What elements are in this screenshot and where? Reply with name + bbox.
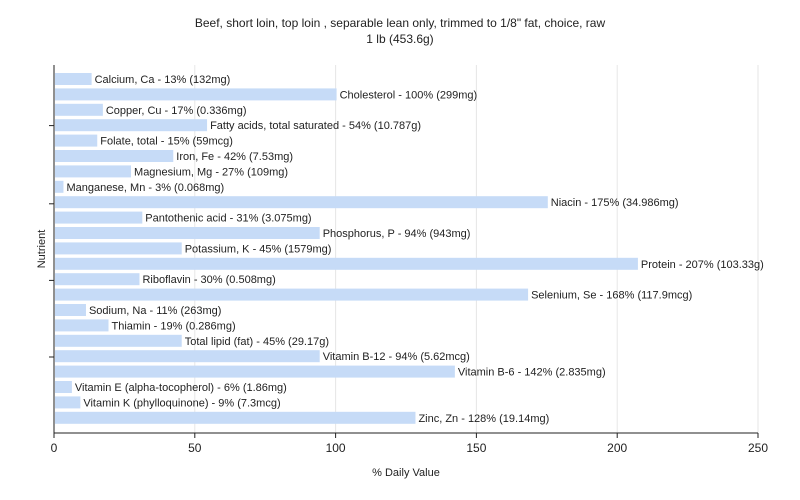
chart-subtitle: 1 lb (453.6g) [366,32,434,46]
axes [53,65,758,434]
y-axis-title: Nutrient [36,230,48,269]
bar [55,119,208,132]
bar [55,88,337,101]
x-tick-label: 50 [188,441,202,455]
bar [55,396,81,409]
bar-label: Copper, Cu - 17% (0.336mg) [106,105,247,117]
x-tick-label: 250 [748,441,768,455]
bar [55,134,98,147]
bar-label: Pantothenic acid - 31% (3.075mg) [145,213,311,225]
bar [55,288,529,301]
bar [55,242,182,255]
bar [55,165,132,178]
bar-label: Iron, Fe - 42% (7.53mg) [176,151,293,163]
bar-label: Calcium, Ca - 13% (132mg) [95,74,231,86]
bar [55,150,174,162]
bar-label: Manganese, Mn - 3% (0.068mg) [66,182,224,194]
bar-label: Total lipid (fat) - 45% (29.17g) [185,336,329,348]
x-tick-label: 150 [466,441,486,455]
bar [55,73,92,85]
chart-title: Beef, short loin, top loin , separable l… [194,16,606,30]
bar-label: Niacin - 175% (34.986mg) [551,197,679,209]
bar [55,350,320,363]
bar [55,365,455,378]
bar [55,334,182,347]
bar [55,211,143,224]
bar [55,180,64,193]
bar [55,257,638,270]
bar-label: Fatty acids, total saturated - 54% (10.7… [210,120,421,132]
bar [55,103,103,116]
bar-label: Thiamin - 19% (0.286mg) [112,320,236,332]
bar-label: Vitamin B-12 - 94% (5.62mcg) [323,351,470,363]
x-tick-label: 0 [51,441,58,455]
bar [55,196,548,209]
bar-label: Selenium, Se - 168% (117.9mcg) [531,290,692,302]
bar-label: Vitamin K (phylloquinone) - 9% (7.3mcg) [83,397,280,409]
bar [55,304,86,316]
y-axis-ticks [49,125,54,358]
bar [55,411,416,424]
bar [55,227,320,239]
bar-label: Magnesium, Mg - 27% (109mg) [134,166,288,178]
x-axis-title: % Daily Value [372,467,440,479]
bar-label: Phosphorus, P - 94% (943mg) [323,228,471,240]
bar-label: Potassium, K - 45% (1579mg) [185,243,332,255]
bar [55,381,72,393]
bar-label: Cholesterol - 100% (299mg) [340,89,478,101]
bar-label: Vitamin E (alpha-tocopherol) - 6% (1.86m… [75,382,287,394]
bar [55,273,140,286]
bar-label: Riboflavin - 30% (0.508mg) [142,274,275,286]
bars: Calcium, Ca - 13% (132mg) Cholesterol - 1… [55,73,764,425]
bar-label: Sodium, Na - 11% (263mg) [89,305,221,317]
bar-label: Folate, total - 15% (59mcg) [100,136,233,148]
x-axis-ticks: 0 50 100 150 200 250 [51,433,768,455]
x-tick-label: 200 [607,441,627,455]
bar [55,319,109,332]
bar-label: Vitamin B-6 - 142% (2.835mg) [458,367,606,379]
chart-title-block: Beef, short loin, top loin , separable l… [0,15,800,47]
bar-label: Zinc, Zn - 128% (19.14mg) [418,413,549,425]
x-tick-label: 100 [326,441,346,455]
bar-label: Protein - 207% (103.33g) [641,259,764,271]
